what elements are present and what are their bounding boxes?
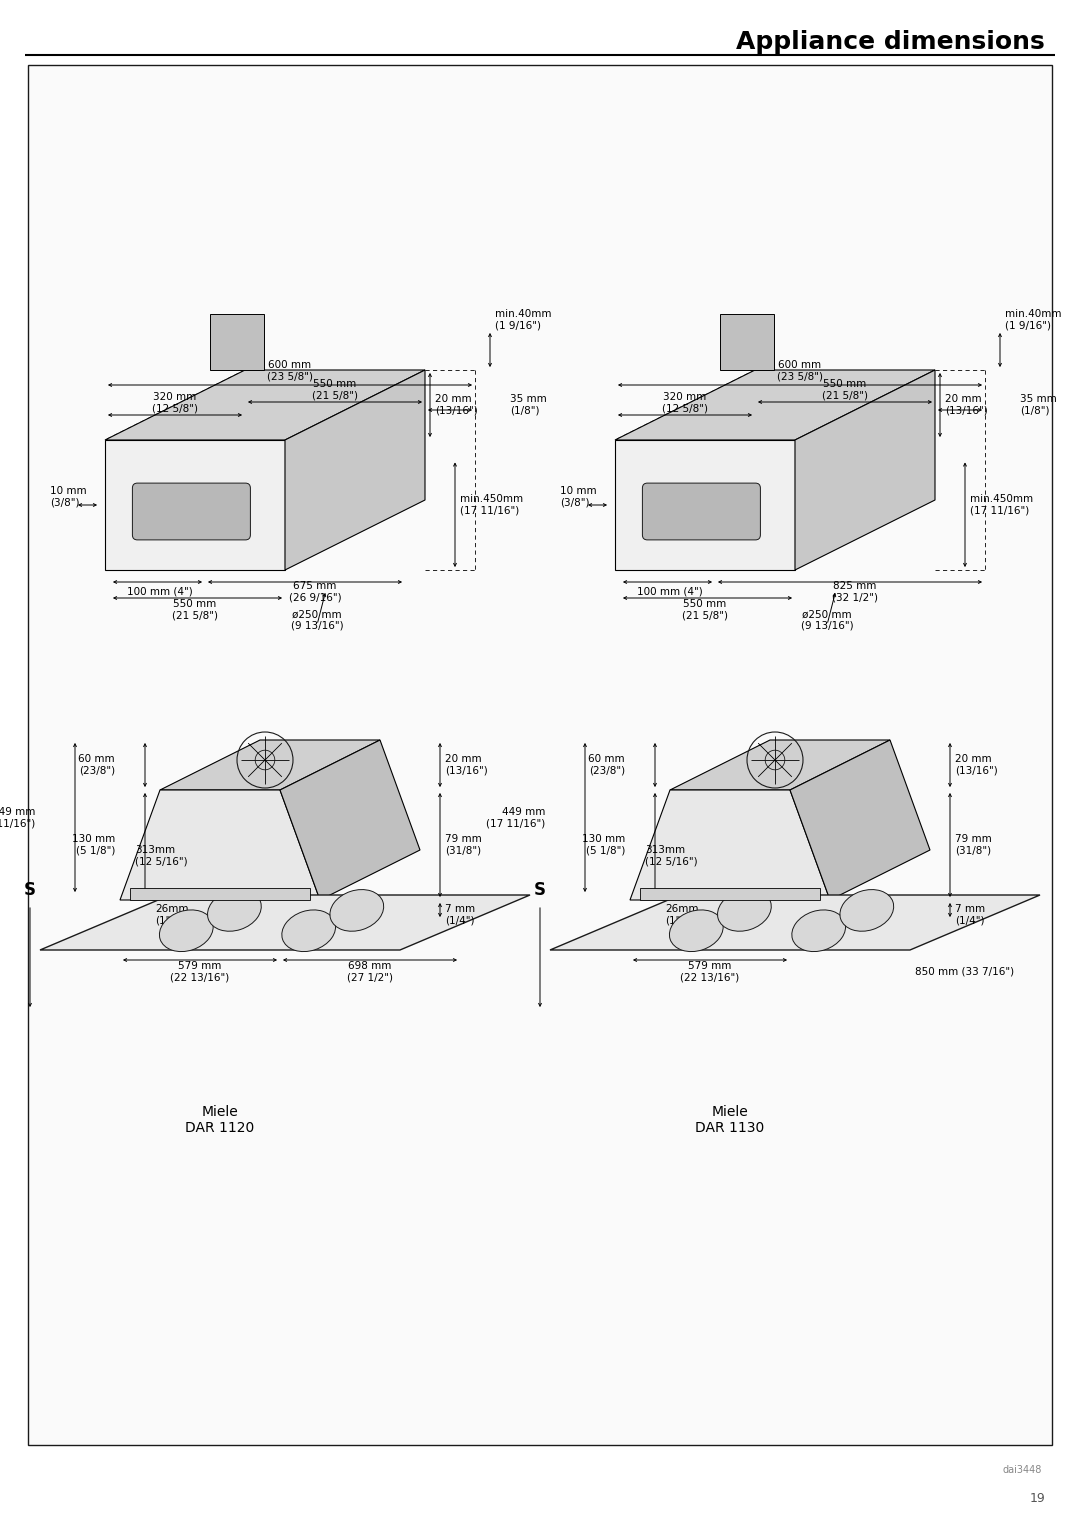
FancyBboxPatch shape	[643, 483, 760, 540]
Polygon shape	[615, 440, 795, 570]
Ellipse shape	[840, 890, 893, 931]
Polygon shape	[550, 894, 1040, 950]
Polygon shape	[630, 790, 831, 901]
Polygon shape	[40, 894, 530, 950]
Ellipse shape	[329, 890, 383, 931]
Text: 850 mm (33 7/16"): 850 mm (33 7/16")	[916, 966, 1014, 977]
Text: 20 mm
(13/16"): 20 mm (13/16")	[445, 754, 488, 775]
Text: 550 mm
(21 5/8"): 550 mm (21 5/8")	[312, 379, 357, 401]
Text: 26mm
(1"): 26mm (1")	[700, 917, 733, 939]
Ellipse shape	[670, 910, 724, 951]
Polygon shape	[670, 740, 890, 790]
Ellipse shape	[717, 890, 771, 931]
Text: 449 mm
(17 11/16"): 449 mm (17 11/16")	[486, 807, 545, 829]
Text: 579 mm
(22 13/16"): 579 mm (22 13/16")	[171, 962, 230, 983]
Text: S: S	[534, 881, 546, 899]
Text: 7 mm
(1/4"): 7 mm (1/4")	[955, 904, 985, 925]
Text: 20 mm
(13/16"): 20 mm (13/16")	[945, 394, 988, 416]
Text: 26mm
(1"): 26mm (1")	[190, 917, 224, 939]
Polygon shape	[210, 313, 264, 370]
Polygon shape	[130, 888, 310, 901]
Polygon shape	[280, 740, 420, 901]
Text: 26mm
(1"): 26mm (1")	[156, 904, 189, 925]
Text: 10 mm
(3/8"): 10 mm (3/8")	[50, 486, 86, 508]
Text: ø250 mm
(9 13/16"): ø250 mm (9 13/16")	[291, 609, 343, 631]
FancyBboxPatch shape	[133, 483, 251, 540]
Text: 313mm
(12 5/16"): 313mm (12 5/16")	[645, 846, 698, 867]
Polygon shape	[105, 440, 285, 570]
Text: 35 mm
(1/8"): 35 mm (1/8")	[1020, 394, 1056, 416]
Text: Miele
DAR 1120: Miele DAR 1120	[186, 1105, 255, 1135]
Text: 698 mm
(27 1/2"): 698 mm (27 1/2")	[347, 962, 393, 983]
Text: 600 mm
(23 5/8"): 600 mm (23 5/8")	[777, 361, 823, 382]
Polygon shape	[615, 370, 935, 440]
Text: 60 mm
(23/8"): 60 mm (23/8")	[79, 754, 114, 775]
Text: 7 mm
(1/4"): 7 mm (1/4")	[445, 904, 475, 925]
Text: 79 mm
(31/8"): 79 mm (31/8")	[445, 835, 482, 856]
Text: 550 mm
(21 5/8"): 550 mm (21 5/8")	[681, 599, 728, 621]
Text: 26mm
(1"): 26mm (1")	[665, 904, 699, 925]
Text: 130 mm
(5 1/8"): 130 mm (5 1/8")	[71, 835, 114, 856]
Text: 100 mm (4"): 100 mm (4")	[127, 587, 193, 596]
Ellipse shape	[207, 890, 261, 931]
Text: min.450mm
(17 11/16"): min.450mm (17 11/16")	[460, 494, 523, 515]
Text: S: S	[24, 881, 36, 899]
Text: ø250 mm
(9 13/16"): ø250 mm (9 13/16")	[800, 609, 853, 631]
Text: 320 mm
(12 5/8"): 320 mm (12 5/8")	[662, 393, 708, 414]
Polygon shape	[120, 790, 320, 901]
Polygon shape	[789, 740, 930, 901]
Ellipse shape	[282, 910, 336, 951]
Ellipse shape	[160, 910, 213, 951]
Text: min.40mm
(1 9/16"): min.40mm (1 9/16")	[495, 309, 552, 330]
Text: Appliance dimensions: Appliance dimensions	[737, 31, 1045, 54]
Polygon shape	[640, 888, 820, 901]
Text: 320 mm
(12 5/8"): 320 mm (12 5/8")	[152, 393, 198, 414]
Polygon shape	[105, 370, 426, 440]
Text: 60 mm
(23/8"): 60 mm (23/8")	[589, 754, 625, 775]
Text: min.40mm
(1 9/16"): min.40mm (1 9/16")	[1005, 309, 1062, 330]
Text: 579 mm
(22 13/16"): 579 mm (22 13/16")	[680, 962, 740, 983]
Text: 550 mm
(21 5/8"): 550 mm (21 5/8")	[172, 599, 218, 621]
Text: 313mm
(12 5/16"): 313mm (12 5/16")	[135, 846, 188, 867]
Text: 600 mm
(23 5/8"): 600 mm (23 5/8")	[267, 361, 313, 382]
Text: 10 mm
(3/8"): 10 mm (3/8")	[561, 486, 596, 508]
Text: dai3448: dai3448	[1002, 1465, 1042, 1475]
Text: min.450mm
(17 11/16"): min.450mm (17 11/16")	[970, 494, 1034, 515]
Text: 19: 19	[1029, 1491, 1045, 1505]
Text: 20 mm
(13/16"): 20 mm (13/16")	[955, 754, 998, 775]
Text: Miele
DAR 1130: Miele DAR 1130	[696, 1105, 765, 1135]
Text: 825 mm
(32 1/2"): 825 mm (32 1/2")	[832, 581, 878, 602]
Polygon shape	[285, 370, 426, 570]
Text: 35 mm
(1/8"): 35 mm (1/8")	[510, 394, 546, 416]
Text: 449 mm
(17 11/16"): 449 mm (17 11/16")	[0, 807, 35, 829]
Polygon shape	[795, 370, 935, 570]
Polygon shape	[720, 313, 774, 370]
Text: 675 mm
(26 9/16"): 675 mm (26 9/16")	[288, 581, 341, 602]
Polygon shape	[160, 740, 380, 790]
Text: 100 mm (4"): 100 mm (4")	[637, 587, 703, 596]
Text: 79 mm
(31/8"): 79 mm (31/8")	[955, 835, 991, 856]
Ellipse shape	[792, 910, 846, 951]
Text: 130 mm
(5 1/8"): 130 mm (5 1/8")	[582, 835, 625, 856]
Text: 550 mm
(21 5/8"): 550 mm (21 5/8")	[822, 379, 868, 401]
Text: 20 mm
(13/16"): 20 mm (13/16")	[435, 394, 477, 416]
